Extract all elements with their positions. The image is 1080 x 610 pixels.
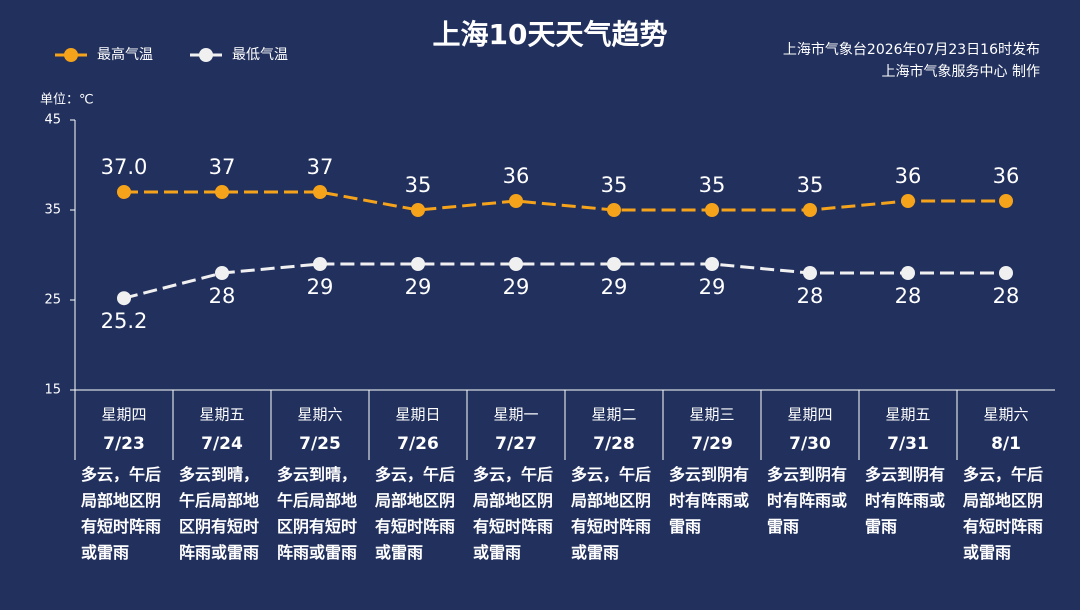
data-label: 35 bbox=[797, 173, 824, 197]
data-point bbox=[117, 291, 131, 306]
x-tick-label: 7/27 bbox=[495, 434, 537, 454]
data-point bbox=[607, 203, 621, 217]
weekday-label: 星期四 bbox=[101, 406, 146, 424]
weekday-label: 星期二 bbox=[591, 406, 636, 424]
data-point bbox=[313, 257, 327, 271]
weekday-label: 星期四 bbox=[787, 406, 832, 424]
legend-label: 最低气温 bbox=[232, 47, 288, 63]
weekday-label: 星期日 bbox=[395, 406, 440, 424]
data-point bbox=[215, 266, 229, 280]
x-tick-label: 7/25 bbox=[299, 434, 341, 454]
data-point bbox=[803, 266, 817, 280]
data-label: 28 bbox=[209, 284, 236, 308]
weather-description: 多云，午后局部地区阴有短时阵雨或雷雨 bbox=[963, 465, 1044, 562]
legend-label: 最高气温 bbox=[97, 46, 153, 63]
data-point bbox=[509, 194, 523, 208]
data-label: 29 bbox=[699, 275, 726, 299]
data-point bbox=[705, 257, 719, 271]
weather-description: 多云，午后局部地区阴有短时阵雨或雷雨 bbox=[375, 465, 456, 562]
weather-description: 多云到阴有时有阵雨或雷雨 bbox=[767, 465, 848, 536]
data-point bbox=[509, 257, 523, 271]
data-label: 29 bbox=[601, 275, 628, 299]
y-tick-label: 25 bbox=[44, 293, 61, 308]
x-tick-label: 7/31 bbox=[887, 434, 929, 454]
data-point bbox=[215, 185, 229, 199]
x-tick-label: 8/1 bbox=[991, 434, 1021, 454]
weather-description: 多云到阴有时有阵雨或雷雨 bbox=[669, 465, 750, 536]
x-tick-label: 7/24 bbox=[201, 434, 243, 454]
weekday-label: 星期一 bbox=[493, 406, 538, 424]
weather-description: 多云到晴，午后局部地区阴有短时阵雨或雷雨 bbox=[277, 465, 358, 562]
weekday-label: 星期六 bbox=[983, 406, 1028, 424]
source-line: 上海市气象台2026年07月23日16时发布 bbox=[783, 41, 1040, 58]
data-label: 37 bbox=[307, 155, 334, 179]
weekday-label: 星期六 bbox=[297, 406, 342, 424]
data-point bbox=[411, 257, 425, 271]
data-label: 35 bbox=[601, 173, 628, 197]
data-label: 36 bbox=[993, 164, 1020, 188]
weather-description: 多云，午后局部地区阴有短时阵雨或雷雨 bbox=[571, 465, 652, 562]
x-tick-label: 7/29 bbox=[691, 434, 733, 454]
weather-description: 多云，午后局部地区阴有短时阵雨或雷雨 bbox=[473, 465, 554, 562]
series-line bbox=[123, 262, 1006, 300]
data-label: 29 bbox=[503, 275, 530, 299]
source-line: 上海市气象服务中心 制作 bbox=[882, 63, 1040, 80]
x-tick-label: 7/30 bbox=[789, 434, 831, 454]
weather-description: 多云到阴有时有阵雨或雷雨 bbox=[865, 465, 946, 536]
data-point bbox=[411, 203, 425, 217]
series-line bbox=[124, 190, 1006, 212]
data-label: 37.0 bbox=[101, 155, 148, 179]
y-tick-label: 35 bbox=[44, 203, 61, 218]
data-point bbox=[901, 266, 915, 280]
data-point bbox=[901, 194, 915, 208]
data-label: 28 bbox=[797, 284, 824, 308]
weather-description: 多云到晴，午后局部地区阴有短时阵雨或雷雨 bbox=[179, 465, 260, 562]
weather-description: 多云，午后局部地区阴有短时阵雨或雷雨 bbox=[81, 465, 162, 562]
data-point bbox=[117, 185, 131, 199]
unit-label: 单位：℃ bbox=[40, 93, 94, 108]
data-point bbox=[313, 185, 327, 199]
data-point bbox=[999, 266, 1013, 280]
y-tick-label: 15 bbox=[44, 383, 61, 398]
weekday-label: 星期三 bbox=[689, 406, 734, 424]
data-label: 25.2 bbox=[101, 309, 148, 333]
data-label: 37 bbox=[209, 155, 236, 179]
weekday-label: 星期五 bbox=[199, 406, 244, 424]
legend-marker bbox=[64, 48, 78, 62]
data-label: 29 bbox=[307, 275, 334, 299]
weekday-label: 星期五 bbox=[885, 406, 930, 424]
data-label: 35 bbox=[405, 173, 432, 197]
x-tick-label: 7/23 bbox=[103, 434, 145, 454]
data-point bbox=[999, 194, 1013, 208]
y-tick-label: 45 bbox=[44, 113, 61, 128]
x-tick-label: 7/26 bbox=[397, 434, 439, 454]
data-label: 28 bbox=[895, 284, 922, 308]
data-label: 35 bbox=[699, 173, 726, 197]
legend-marker bbox=[199, 48, 213, 62]
data-label: 36 bbox=[895, 164, 922, 188]
chart-title: 上海10天天气趋势 bbox=[433, 18, 668, 51]
data-label: 36 bbox=[503, 164, 530, 188]
data-point bbox=[705, 203, 719, 217]
data-label: 29 bbox=[405, 275, 432, 299]
data-point bbox=[607, 257, 621, 271]
x-tick-label: 7/28 bbox=[593, 434, 635, 454]
data-point bbox=[803, 203, 817, 217]
data-label: 28 bbox=[993, 284, 1020, 308]
